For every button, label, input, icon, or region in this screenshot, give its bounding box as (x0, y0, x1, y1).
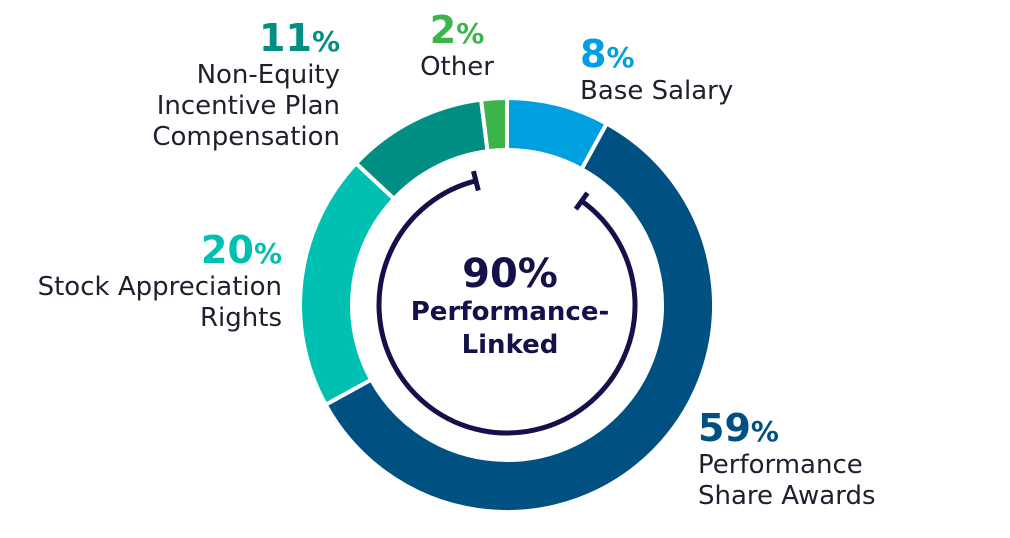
center-summary: 90% Performance- Linked (380, 252, 640, 361)
pct-performance-share: 59% (698, 406, 779, 450)
bracket-end-tick-2 (471, 170, 481, 192)
slice-performance-share-awards (322, 120, 716, 514)
name-non-equity-1: Non-Equity (196, 59, 340, 90)
name-non-equity-3: Compensation (152, 122, 340, 153)
name-base-salary: Base Salary (580, 75, 734, 106)
label-other: 2% Other (412, 8, 502, 83)
slice-other (478, 95, 509, 154)
center-caption-2: Linked (461, 329, 559, 360)
label-performance-share: 59% Performance Share Awards (698, 406, 876, 512)
name-performance-share-2: Share Awards (698, 480, 876, 511)
name-non-equity-2: Incentive Plan (156, 90, 340, 121)
pct-base-salary: 8% (580, 32, 635, 76)
label-non-equity: 11% Non-Equity Incentive Plan Compensati… (100, 16, 340, 153)
name-other: Other (420, 51, 494, 82)
center-caption-1: Performance- (410, 297, 610, 327)
name-sar-2: Rights (199, 302, 282, 333)
label-sar: 20% Stock Appreciation Rights (0, 228, 282, 334)
pct-sar: 20% (201, 228, 282, 272)
pct-other: 2% (429, 8, 485, 52)
pct-non-equity: 11% (259, 16, 340, 60)
performance-linked-bracket (376, 178, 638, 436)
center-value: 90% (462, 251, 558, 297)
name-performance-share-1: Performance (698, 449, 863, 480)
bracket-end-tick-1 (573, 191, 590, 211)
name-sar-1: Stock Appreciation (37, 271, 282, 302)
label-base-salary: 8% Base Salary (580, 32, 734, 107)
